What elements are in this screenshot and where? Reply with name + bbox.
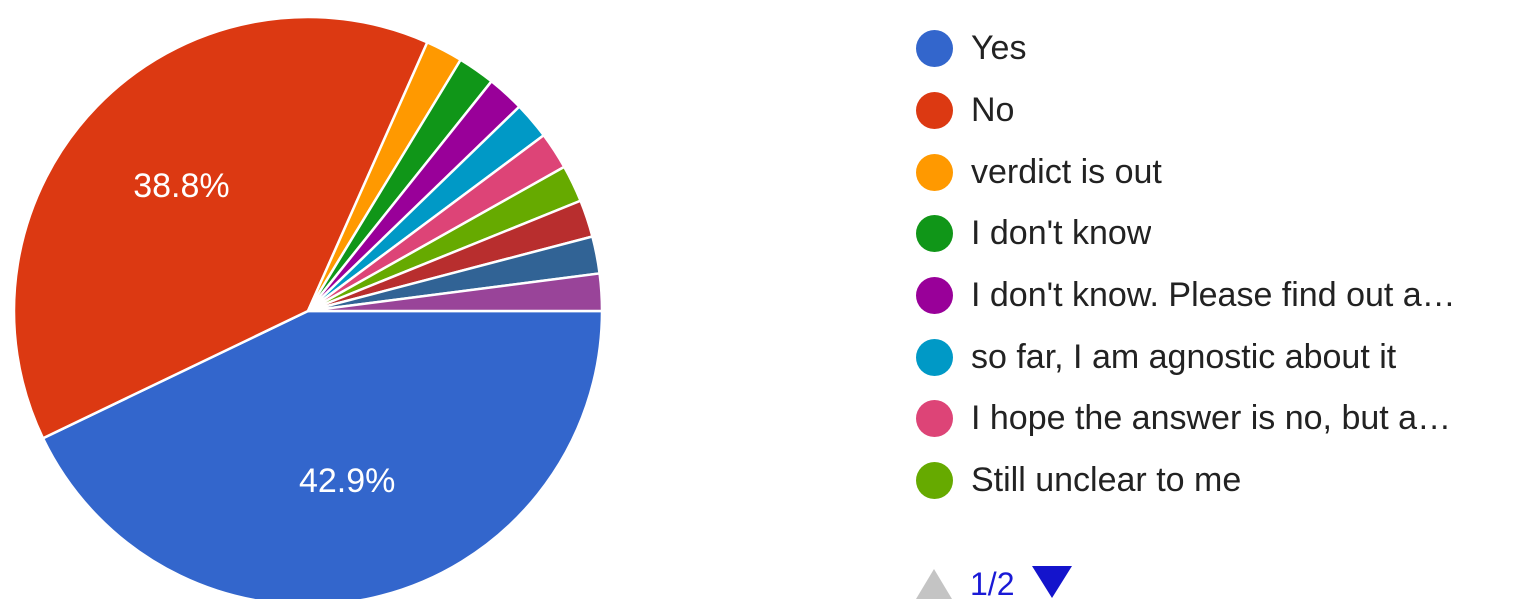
legend-pager: 1/2: [916, 562, 1073, 599]
legend-swatch-still-unclear: [916, 462, 953, 500]
legend-item-no[interactable]: No: [916, 80, 1526, 142]
pie-slice-no[interactable]: [12, 15, 429, 440]
legend-item-agnostic[interactable]: so far, I am agnostic about it: [916, 326, 1526, 388]
legend-label: Yes: [971, 29, 1027, 68]
legend-item-i-dont-know[interactable]: I don't know: [916, 203, 1526, 265]
legend-swatch-verdict-is-out: [916, 153, 953, 191]
legend-swatch-hope-no: [916, 400, 953, 438]
legend-item-still-unclear[interactable]: Still unclear to me: [916, 450, 1526, 512]
pie-slice-yes[interactable]: [41, 309, 604, 599]
chart-legend: Yes No verdict is out I don't know I don…: [916, 18, 1526, 512]
legend-swatch-agnostic: [916, 338, 953, 376]
legend-label: I don't know. Please find out a…: [971, 276, 1456, 315]
legend-label: Still unclear to me: [971, 461, 1242, 500]
legend-label: I don't know: [971, 214, 1152, 253]
legend-item-please-find-out[interactable]: I don't know. Please find out a…: [916, 265, 1526, 327]
legend-swatch-yes: [916, 30, 953, 68]
legend-label: so far, I am agnostic about it: [971, 337, 1397, 376]
legend-swatch-no: [916, 92, 953, 130]
pie-slice-item-10[interactable]: [307, 272, 604, 313]
legend-item-verdict-is-out[interactable]: verdict is out: [916, 141, 1526, 203]
slice-percent-label: 42.9%: [299, 462, 395, 500]
legend-swatch-i-dont-know: [916, 215, 953, 253]
legend-label: I hope the answer is no, but a…: [971, 399, 1452, 438]
legend-item-hope-no[interactable]: I hope the answer is no, but a…: [916, 388, 1526, 450]
legend-page-indicator: 1/2: [970, 566, 1015, 599]
legend-label: No: [971, 91, 1015, 130]
triangle-down-icon[interactable]: [1032, 566, 1073, 598]
legend-swatch-please-find-out: [916, 277, 953, 315]
slice-percent-label: 38.8%: [133, 167, 229, 205]
triangle-up-icon[interactable]: [916, 569, 952, 599]
legend-label: verdict is out: [971, 152, 1162, 191]
pie-chart: 42.9% 38.8%: [12, 15, 604, 599]
legend-item-yes[interactable]: Yes: [916, 18, 1526, 80]
